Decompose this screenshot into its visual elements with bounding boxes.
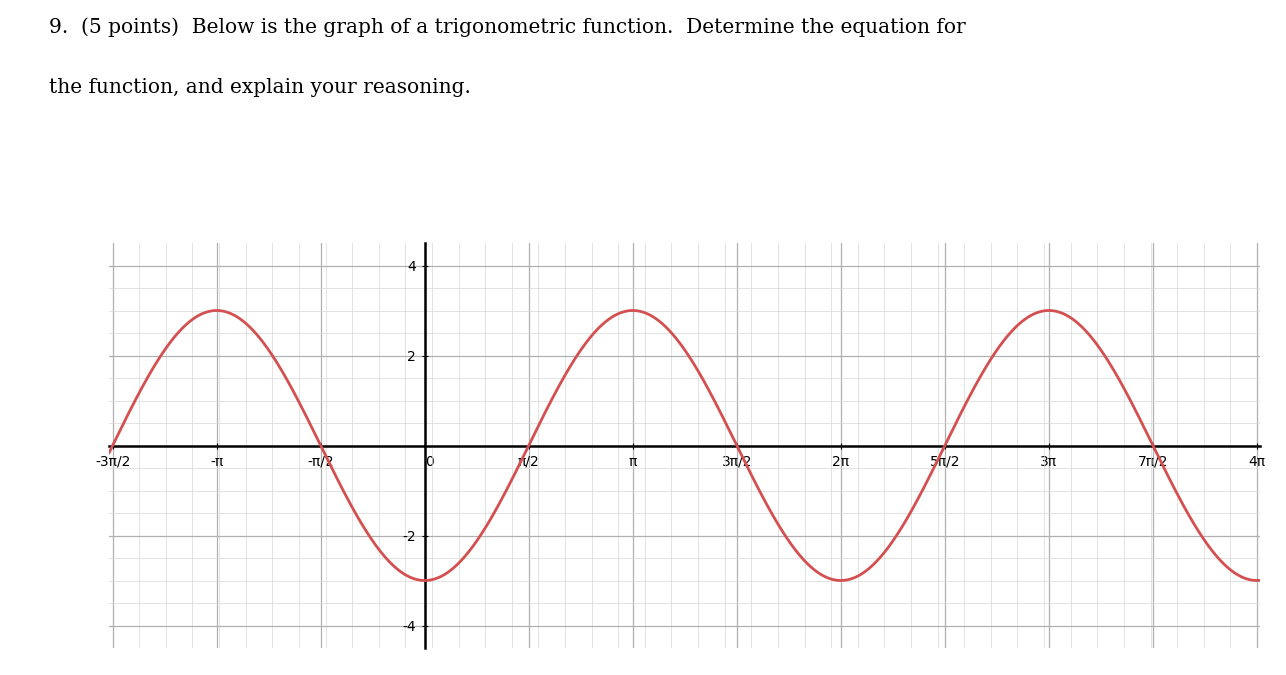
Text: 9.  (5 points)  Below is the graph of a trigonometric function.  Determine the e: 9. (5 points) Below is the graph of a tr… (49, 17, 966, 36)
Text: the function, and explain your reasoning.: the function, and explain your reasoning… (49, 78, 471, 97)
